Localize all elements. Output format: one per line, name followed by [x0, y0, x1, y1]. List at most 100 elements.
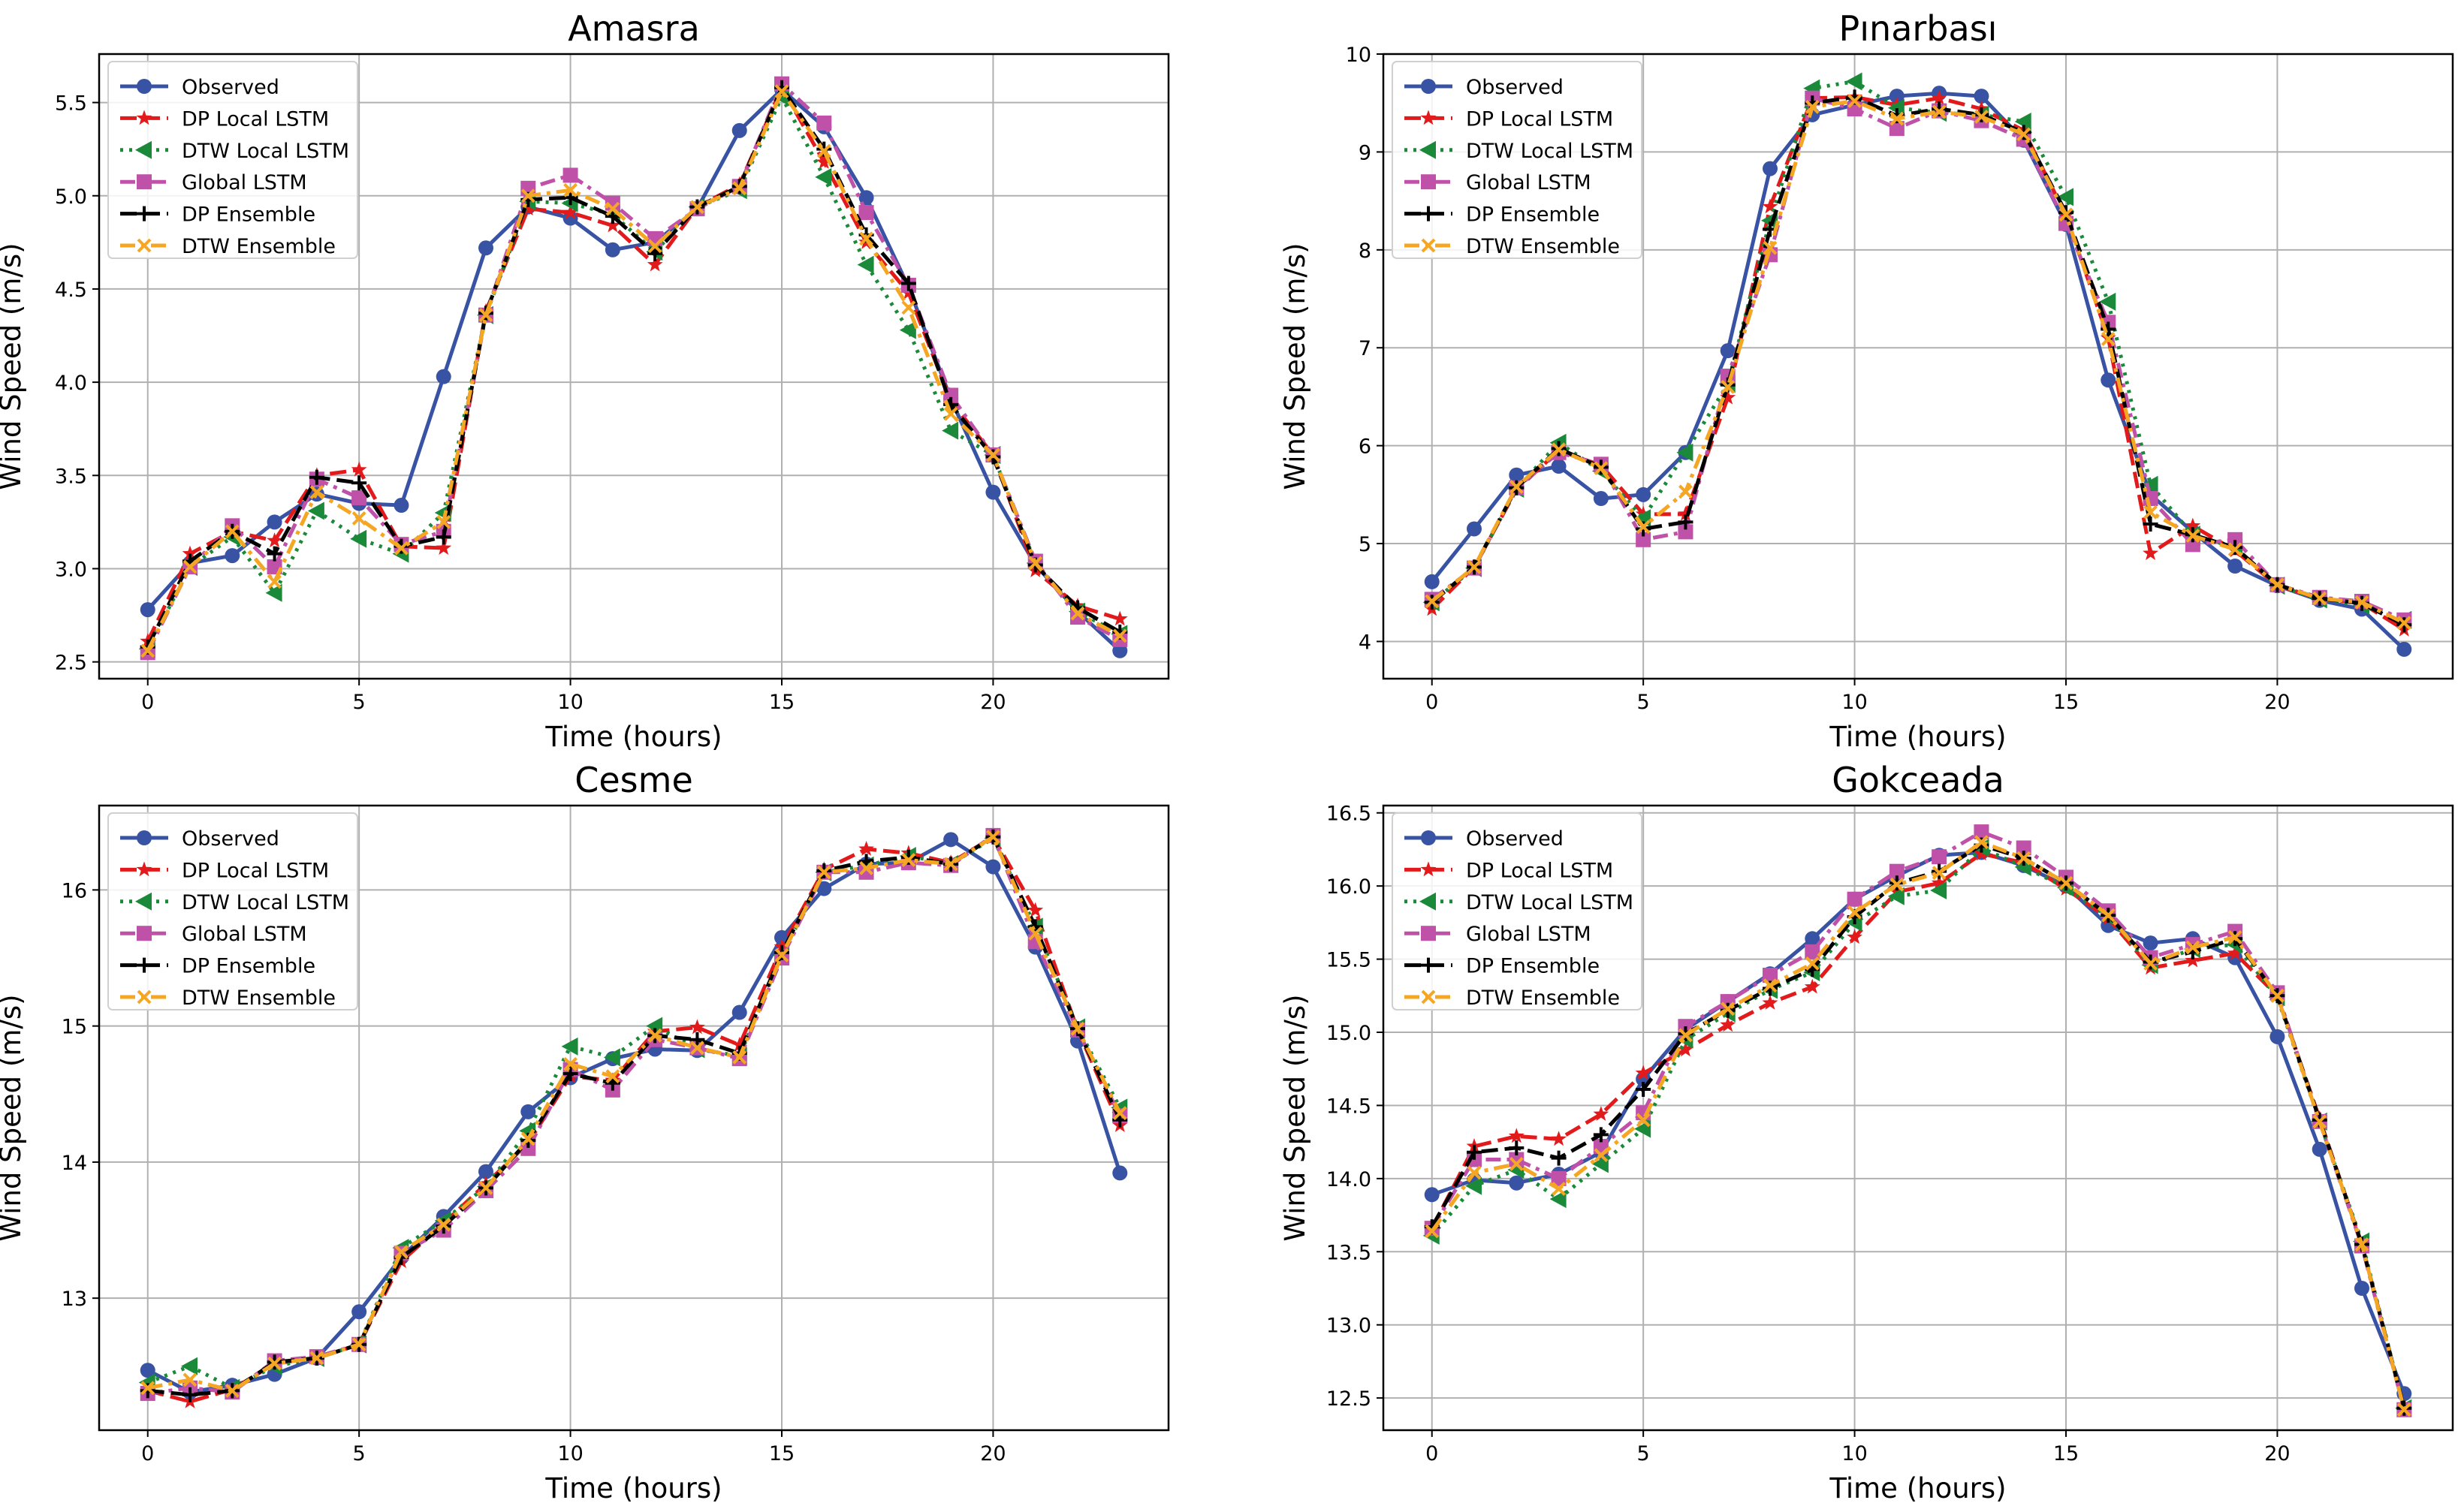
data-point	[689, 1032, 705, 1047]
data-point	[605, 1069, 620, 1084]
data-point	[182, 1372, 198, 1387]
data-point	[774, 947, 789, 962]
data-point	[1805, 944, 1820, 959]
legend-box	[1392, 61, 1642, 259]
data-point	[2014, 112, 2031, 131]
data-point	[1678, 505, 1693, 521]
legend-marker	[137, 830, 152, 845]
chart-title: Gokceada	[1832, 760, 2004, 800]
data-point	[1465, 1176, 1482, 1195]
x-tick-label: 10	[557, 1442, 583, 1465]
data-point	[900, 849, 916, 865]
data-point	[563, 1056, 578, 1071]
data-point	[520, 1104, 536, 1119]
legend: Observed DP Local LSTM DTW Local LSTM Globa…	[107, 61, 358, 259]
y-tick-label: 3.0	[55, 558, 87, 581]
data-point	[1509, 1152, 1525, 1167]
data-point	[605, 242, 620, 258]
legend-marker	[1420, 110, 1437, 125]
legend-label: Observed	[182, 76, 279, 99]
data-point	[605, 217, 621, 233]
data-point	[1070, 606, 1085, 621]
legend-marker	[136, 861, 152, 877]
series-line	[1430, 830, 2406, 1411]
data-point	[1028, 556, 1043, 571]
data-point	[2270, 988, 2285, 1003]
legend-marker	[1421, 238, 1436, 253]
data-point	[1720, 389, 1736, 405]
data-point	[647, 239, 662, 254]
y-tick-label: 10	[1346, 44, 1371, 67]
data-point	[1027, 902, 1044, 917]
legend-label: DP Local LSTM	[182, 107, 329, 131]
data-point	[858, 190, 874, 206]
data-point	[351, 1337, 366, 1352]
y-tick-label: 15.5	[1326, 949, 1371, 972]
y-tick-label: 13	[62, 1288, 87, 1311]
legend-label: DP Ensemble	[182, 203, 315, 227]
data-area	[1422, 72, 2412, 657]
legend-marker	[136, 110, 152, 125]
legend: Observed DP Local LSTM DTW Local LSTM Globa…	[1392, 61, 1642, 259]
data-point	[900, 276, 916, 291]
data-point	[1636, 520, 1651, 535]
data-point	[1974, 835, 1989, 850]
data-point	[1678, 1041, 1693, 1057]
data-point	[140, 643, 155, 658]
data-point	[816, 115, 832, 131]
x-tick-label: 5	[1637, 691, 1650, 714]
data-point	[140, 602, 155, 618]
data-area	[1422, 824, 2412, 1417]
legend-label: DTW Local LSTM	[182, 140, 349, 163]
chart-title: Pınarbası	[1839, 8, 1998, 49]
data-point	[1552, 442, 1566, 457]
legend-label: DP Local LSTM	[182, 859, 329, 882]
data-point	[1509, 1156, 1524, 1171]
data-point	[1721, 1001, 1736, 1017]
legend-marker	[137, 79, 152, 94]
data-point	[1720, 343, 1736, 359]
data-point	[309, 1351, 324, 1366]
y-tick-label: 3.5	[55, 465, 87, 488]
data-point	[1847, 905, 1862, 920]
legend-label: DP Local LSTM	[1466, 859, 1613, 882]
x-tick-label: 15	[769, 691, 795, 714]
legend-label: Global LSTM	[1466, 923, 1591, 946]
x-axis-label: Time (hours)	[544, 1472, 722, 1503]
data-point	[603, 1048, 620, 1067]
data-point	[1930, 881, 1947, 900]
data-point	[520, 1131, 535, 1146]
legend-marker	[137, 238, 152, 253]
data-point	[1763, 968, 1778, 983]
legend-marker	[137, 989, 152, 1005]
legend-label: DTW Ensemble	[182, 986, 336, 1010]
data-point	[436, 369, 451, 384]
data-point	[2270, 577, 2285, 592]
data-point	[1974, 845, 1989, 861]
x-tick-label: 15	[2053, 1442, 2079, 1465]
data-point	[690, 200, 704, 215]
data-point	[1593, 1106, 1609, 1121]
series-line	[1430, 840, 2406, 1411]
data-point	[985, 484, 1001, 500]
data-point	[985, 859, 1001, 875]
legend-marker	[1419, 140, 1436, 159]
data-point	[2016, 851, 2031, 866]
legend-label: DTW Ensemble	[1466, 986, 1620, 1010]
x-axis-label: Time (hours)	[1829, 721, 2006, 753]
y-tick-label: 16.5	[1326, 803, 1371, 826]
data-point	[901, 300, 916, 315]
data-point	[225, 1384, 240, 1398]
data-point	[1805, 956, 1820, 971]
data-point	[436, 514, 451, 529]
data-point	[1847, 929, 1862, 944]
legend-label: DP Ensemble	[182, 955, 315, 978]
y-tick-label: 7	[1359, 337, 1371, 360]
data-point	[2227, 929, 2242, 944]
series-line	[1430, 851, 2406, 1409]
data-point	[647, 256, 663, 272]
y-axis-label: Wind Speed (m/s)	[1279, 994, 1311, 1241]
data-point	[1678, 484, 1693, 499]
data-point	[1112, 1165, 1128, 1181]
data-point	[859, 860, 873, 875]
